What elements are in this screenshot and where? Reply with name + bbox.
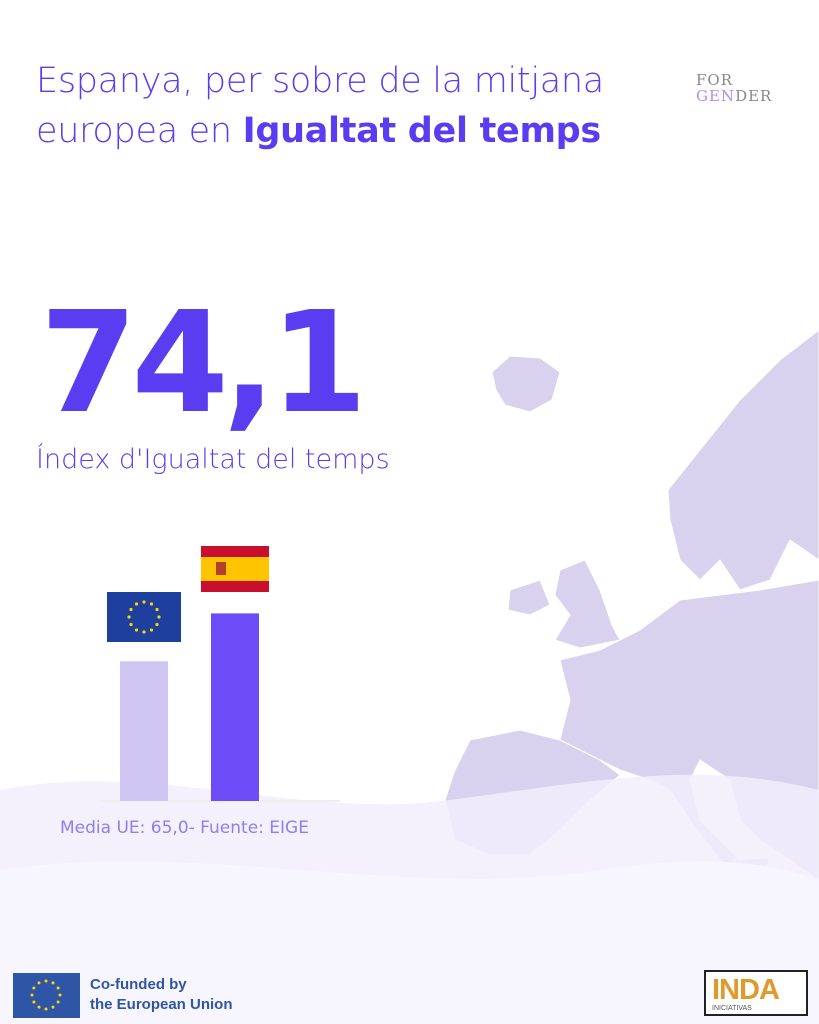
star-icon: [56, 1000, 60, 1004]
bar-eu: [120, 661, 168, 801]
star-icon: [155, 607, 159, 612]
star-icon: [142, 630, 146, 634]
star-icon: [142, 600, 146, 604]
star-icon: [32, 986, 36, 990]
scandinavia-shape: [667, 329, 819, 591]
star-icon: [157, 615, 161, 619]
star-icon: [56, 986, 60, 990]
star-icon: [32, 1000, 36, 1004]
star-icon: [44, 1007, 48, 1011]
star-icon: [149, 628, 154, 632]
cofunded-line-1: Co-funded by: [90, 976, 187, 993]
star-icon: [51, 981, 55, 985]
wave-decoration: [0, 861, 819, 1024]
spain-flag-icon: [201, 546, 269, 592]
inda-logo: INDA INICIATIVAS: [704, 970, 808, 1016]
source-note: Media UE: 65,0- Fuente: EIGE: [60, 818, 309, 838]
star-icon: [37, 1005, 41, 1009]
star-icon: [134, 602, 139, 606]
eu-flag-logo: [13, 973, 80, 1018]
star-icon: [58, 993, 62, 997]
bar-chart: [100, 546, 340, 802]
star-icon: [51, 1005, 55, 1009]
headline-value: 74,1: [40, 282, 367, 445]
eu-stars-icon: [30, 979, 62, 1011]
star-icon: [149, 602, 154, 606]
logo-line-2: GENDER: [696, 88, 772, 104]
ireland-shape: [507, 579, 551, 616]
star-icon: [127, 615, 131, 619]
inda-logo-sub: INICIATIVAS: [712, 1005, 752, 1012]
cofunded-text: Co-funded by the European Union: [90, 975, 233, 1015]
bar-spain: [211, 613, 259, 801]
iceland-shape: [491, 355, 561, 413]
star-icon: [30, 993, 34, 997]
logo-gen: GEN: [696, 87, 736, 105]
eu-flag-icon: [107, 592, 181, 642]
forgender-logo: FOR GENDER: [696, 72, 772, 104]
title-line-1: Espanya, per sobre de la mitjana: [36, 61, 604, 101]
star-icon: [155, 622, 159, 627]
uk-shape: [554, 559, 621, 649]
star-icon: [129, 607, 133, 612]
logo-line-1: FOR: [696, 71, 733, 89]
title-line-2: europea en Igualtat del temps: [36, 106, 604, 156]
title-plain: europea en: [36, 111, 243, 151]
star-icon: [44, 979, 48, 983]
star-icon: [129, 622, 133, 627]
logo-der: DER: [735, 87, 773, 105]
cofunded-line-2: the European Union: [90, 996, 233, 1013]
page-title: Espanya, per sobre de la mitjana europea…: [36, 56, 604, 156]
inda-logo-text: INDA: [712, 974, 780, 1006]
title-bold: Igualtat del temps: [242, 111, 602, 151]
headline-label: Índex d'Igualtat del temps: [36, 444, 390, 475]
star-icon: [37, 981, 41, 985]
star-icon: [134, 628, 139, 632]
